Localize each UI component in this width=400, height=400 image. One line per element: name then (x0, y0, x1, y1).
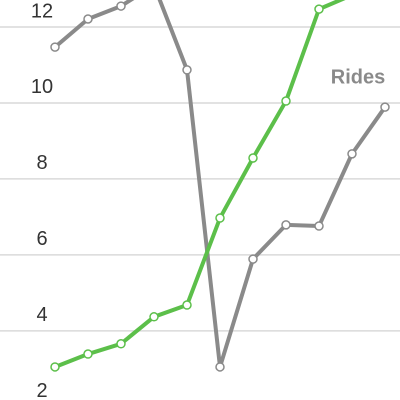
data-point (314, 221, 324, 231)
data-point (83, 14, 93, 24)
data-point (182, 65, 192, 75)
data-point (314, 4, 324, 14)
data-point (116, 339, 126, 349)
data-point (281, 96, 291, 106)
plot-area (50, 0, 390, 372)
y-tick-label: 8 (36, 152, 47, 174)
data-point (215, 213, 225, 223)
y-tick-label: 12 (31, 0, 53, 22)
series-label: Rides (331, 66, 385, 88)
data-point (248, 153, 258, 163)
data-point (248, 254, 258, 264)
data-point (149, 312, 159, 322)
data-point (83, 349, 93, 359)
data-point (116, 1, 126, 11)
y-tick-label: 10 (31, 76, 53, 98)
y-tick-label: 4 (36, 304, 47, 326)
y-tick-label: 6 (36, 228, 47, 250)
data-point (50, 362, 60, 372)
y-tick-label: 2 (36, 380, 47, 400)
data-point (380, 102, 390, 112)
data-point (347, 149, 357, 159)
series-line (53, 0, 387, 369)
data-point (215, 362, 225, 372)
data-point (281, 220, 291, 230)
data-point (182, 300, 192, 310)
data-point (50, 42, 60, 52)
series-line (54, 0, 346, 369)
